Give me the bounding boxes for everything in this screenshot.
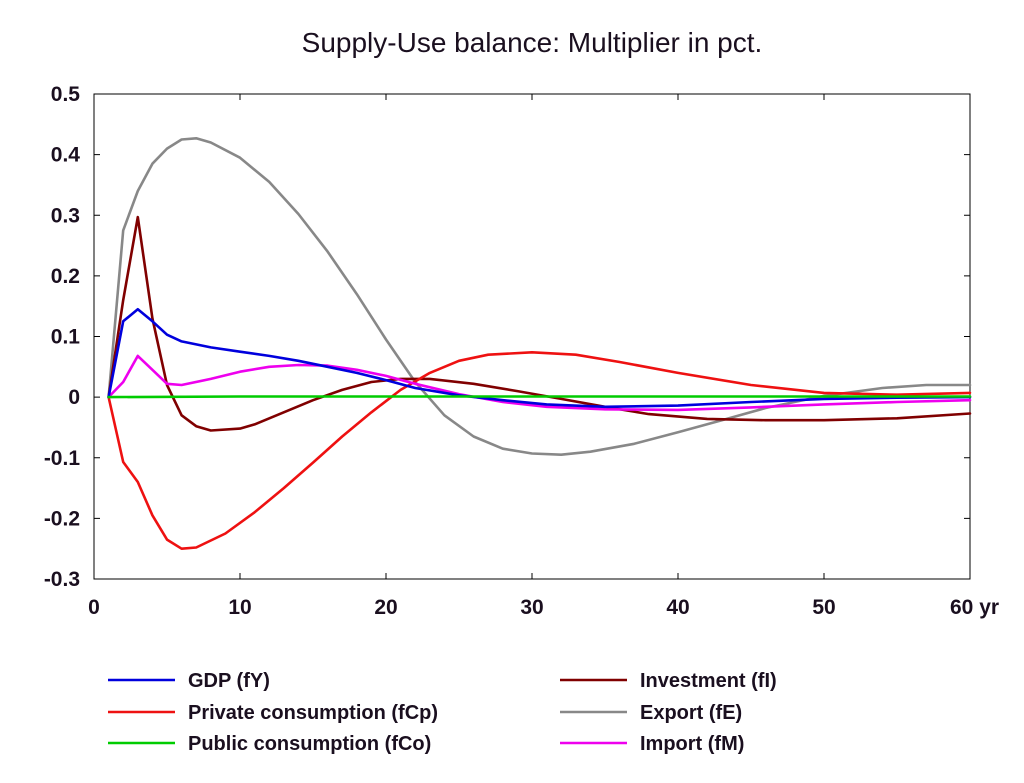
series-line-gdp-fy [107,307,972,409]
y-tick-label: 0.3 [51,204,80,227]
series-line-public-consumption-fco [107,395,972,399]
legend-label-private-consumption-fcp: Private consumption (fCp) [188,702,438,724]
y-tick-label: 0.5 [51,83,81,106]
series-line-import-fm [107,354,972,412]
x-tick-label: 40 [666,596,689,619]
chart-title: Supply-Use balance: Multiplier in pct. [302,27,763,58]
y-tick-label: 0.2 [51,265,80,288]
x-tick-label: 0 [88,596,100,619]
y-tick-label: -0.3 [44,568,80,591]
y-tick-label: -0.1 [44,447,81,470]
y-tick-label: 0.4 [51,144,81,167]
series-line-investment-fi [107,215,972,432]
plot-frame [93,93,971,580]
x-tick-label: 60 yr [950,596,999,619]
x-tick-label: 20 [374,596,397,619]
series-layer [107,137,972,550]
y-tick-label: 0 [68,386,80,409]
series-line-private-consumption-fcp [107,351,972,550]
x-tick-label: 30 [520,596,543,619]
x-tick-label: 10 [228,596,251,619]
legend-label-gdp-fy: GDP (fY) [188,670,270,692]
x-tick-label: 50 [812,596,835,619]
y-axis: 0.5 0.4 0.3 0.2 0.1 0 -0.1 -0.2 -0.3 [44,83,970,591]
plot-border [93,93,971,580]
x-axis: 0 10 20 30 40 50 60 yr [88,94,999,619]
legend-label-export-fe: Export (fE) [640,702,742,724]
legend-label-public-consumption-fco: Public consumption (fCo) [188,733,431,755]
y-tick-label: -0.2 [44,507,80,530]
legend-label-investment-fi: Investment (fI) [640,670,777,692]
legend: GDP (fY) Private consumption (fCp) Public … [108,670,777,755]
y-tick-label: 0.1 [51,326,81,349]
legend-label-import-fm: Import (fM) [640,733,744,755]
